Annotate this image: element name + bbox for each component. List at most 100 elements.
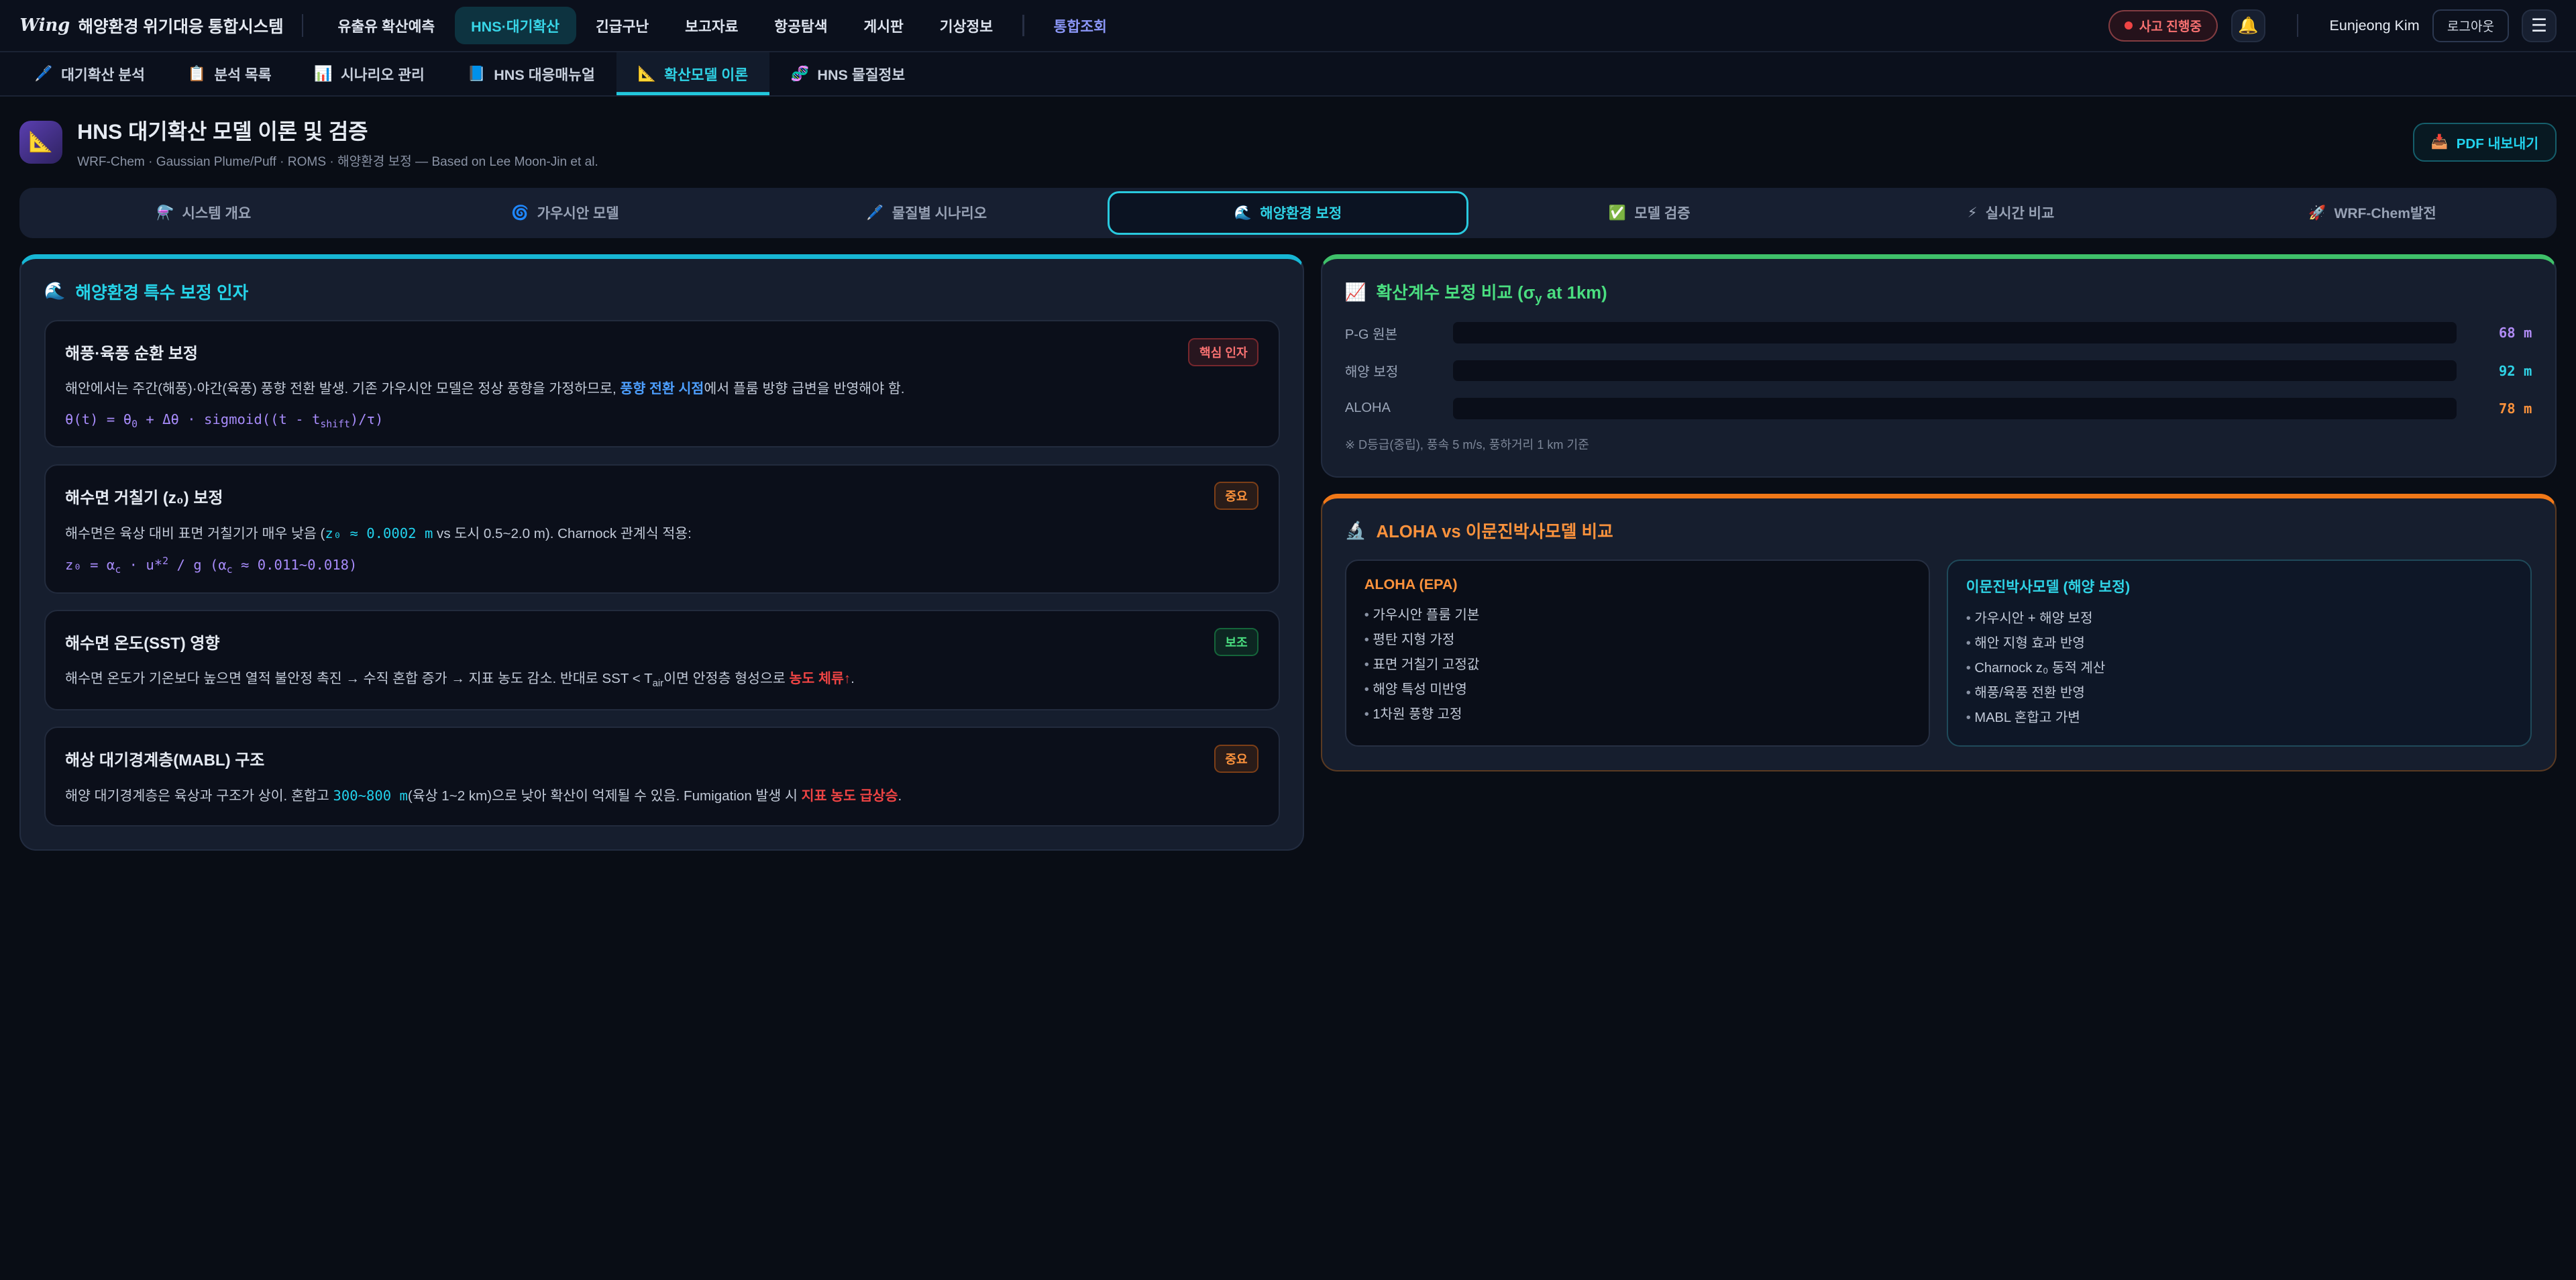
bar-value: 78 m [2498, 400, 2532, 417]
triangle-ruler-icon: 📐 [28, 131, 54, 154]
microscope-icon: 🔬 [1344, 521, 1366, 540]
chart-increasing-icon: 📈 [1344, 282, 1366, 302]
pen-icon: 🖊️ [866, 205, 884, 221]
section-tab-marine-correction[interactable]: 🌊 해양환경 보정 [1107, 191, 1469, 235]
list-item: MABL 혼합고 가변 [1966, 706, 2513, 731]
lightning-icon: ⚡ [1967, 205, 1978, 221]
tab-analysis-list[interactable]: 📋 분석 목록 [187, 65, 272, 83]
top-nav: Wing 해양환경 위기대응 통합시스템 유출유 확산예측 HNS·대기확산 긴… [0, 0, 2576, 53]
wave-icon: 🌊 [44, 282, 66, 301]
menu-button[interactable]: ☰ [2522, 9, 2557, 42]
hamburger-icon: ☰ [2530, 15, 2548, 36]
chart-footnote: ※ D등급(중립), 풍속 5 m/s, 풍하거리 1 km 기준 [1344, 438, 1589, 452]
clipboard-icon: 📋 [187, 65, 207, 83]
marine-factors-title: 🌊 해양환경 특수 보정 인자 [44, 282, 249, 303]
bar-row-marine-corrected: 해양 보정 92 m [1345, 360, 2532, 382]
bell-icon: 🔔 [2238, 17, 2259, 36]
section-tab-system-overview[interactable]: ⚗️ 시스템 개요 [156, 205, 252, 222]
bar-track [1453, 397, 2457, 419]
sub-nav: 🖊️ 대기확산 분석 📋 분석 목록 📊 시나리오 관리 📘 HNS 대응매뉴얼… [0, 52, 2576, 97]
list-item: Charnock z₀ 동적 계산 [1966, 656, 2513, 681]
app-title: 해양환경 위기대응 통합시스템 [78, 17, 284, 36]
bar-value: 92 m [2498, 362, 2532, 379]
priority-badge: 중요 [1214, 744, 1259, 773]
model-comparison-panel: 🔬 ALOHA vs 이문진박사모델 비교 ALOHA (EPA) 가우시안 플… [1320, 494, 2557, 771]
section-tab-wrf-chem[interactable]: 🚀 WRF-Chem발전 [2308, 205, 2436, 222]
status-dot-icon [2124, 21, 2133, 30]
marine-model-box: 이문진박사모델 (해양 보정) 가우시안 + 해양 보정 해안 지형 효과 반영… [1946, 559, 2532, 747]
page-title-block: HNS 대기확산 모델 이론 및 검증 WRF-Chem · Gaussian … [77, 115, 598, 169]
section-tab-gaussian-model[interactable]: 🌀 가우시안 모델 [511, 205, 619, 222]
list-item: 평탄 지형 가정 [1364, 628, 1911, 653]
nav-item-board[interactable]: 게시판 [863, 17, 904, 35]
bar-row-aloha: ALOHA 78 m [1344, 397, 2532, 419]
wave-icon: 🌊 [1234, 205, 1252, 221]
dispersion-panel-title: 📈 확산계수 보정 비교 (σy at 1km) [1344, 282, 1607, 305]
section-tab-model-validation[interactable]: ✅ 모델 검증 [1608, 205, 1690, 222]
triangle-ruler-icon: 📐 [637, 65, 656, 83]
alembic-icon: ⚗️ [156, 205, 174, 221]
bar-label: P-G 원본 [1344, 327, 1398, 342]
bar-label: ALOHA [1344, 401, 1391, 416]
bar-value: 68 m [2498, 325, 2532, 341]
nav-item-hns-dispersion[interactable]: HNS·대기확산 [454, 7, 576, 44]
priority-badge: 핵심 인자 [1188, 337, 1259, 366]
cyclone-icon: 🌀 [511, 205, 529, 221]
aloha-feature-list: 가우시안 플룸 기본 평탄 지형 가정 표면 거칠기 고정값 해양 특성 미반영… [1364, 603, 1911, 728]
nav-item-reports[interactable]: 보고자료 [685, 17, 739, 35]
bar-row-pg-original: P-G 원본 68 m [1344, 322, 2532, 344]
incident-status-badge: 사고 진행중 [2108, 9, 2218, 42]
nav-item-weather-info[interactable]: 기상정보 [939, 17, 994, 35]
pdf-export-button[interactable]: 📥 PDF 내보내기 [2413, 122, 2557, 162]
bar-chart-icon: 📊 [314, 65, 333, 83]
book-icon: 📘 [467, 65, 486, 83]
card-description: 해수면은 육상 대비 표면 거칠기가 매우 낮음 (z₀ ≈ 0.0002 m … [65, 525, 692, 541]
nav-item-aerial-search[interactable]: 항공탐색 [774, 17, 828, 35]
card-title: 해풍·육풍 순환 보정 [65, 345, 198, 364]
list-item: 가우시안 플룸 기본 [1364, 603, 1911, 628]
page-subtitle: WRF-Chem · Gaussian Plume/Puff · ROMS · … [77, 154, 598, 169]
nav-item-integrated-search[interactable]: 통합조회 [1053, 17, 1107, 35]
page-header: 📐 HNS 대기확산 모델 이론 및 검증 WRF-Chem · Gaussia… [0, 97, 2576, 184]
priority-badge: 중요 [1214, 482, 1259, 511]
header-right-cluster: 사고 진행중 🔔 Eunjeong Kim 로그아웃 ☰ [2108, 9, 2557, 42]
factor-card-sst: 해수면 온도(SST) 영향 보조 해수면 온도가 기온보다 높으면 열적 불안… [44, 610, 1280, 710]
section-tabs: ⚗️ 시스템 개요 🌀 가우시안 모델 🖊️ 물질별 시나리오 🌊 해양환경 보… [19, 187, 2557, 238]
list-item: 가우시안 + 해양 보정 [1966, 606, 2513, 631]
card-description: 해안에서는 주간(해풍)·야간(육풍) 풍향 전환 발생. 기존 가우시안 모델… [65, 381, 905, 397]
tab-atmos-analysis[interactable]: 🖊️ 대기확산 분석 [34, 65, 146, 83]
list-item: 해안 지형 효과 반영 [1966, 631, 2513, 656]
marine-factors-panel: 🌊 해양환경 특수 보정 인자 해풍·육풍 순환 보정 핵심 인자 해안에서는 … [19, 254, 1305, 851]
factor-card-surface-roughness: 해수면 거칠기 (z₀) 보정 중요 해수면은 육상 대비 표면 거칠기가 매우… [44, 464, 1280, 594]
card-formula: z₀ = αc · u*2 / g (αc ≈ 0.011~0.018) [65, 555, 358, 576]
list-item: 1차원 풍향 고정 [1364, 702, 1911, 727]
aloha-model-box: ALOHA (EPA) 가우시안 플룸 기본 평탄 지형 가정 표면 거칠기 고… [1344, 559, 1931, 747]
divider [301, 14, 304, 38]
user-name: Eunjeong Kim [2329, 17, 2420, 34]
page-title: HNS 대기확산 모델 이론 및 검증 [77, 119, 368, 144]
app-logo: Wing 해양환경 위기대응 통합시스템 [19, 14, 283, 38]
main-content: 🌊 해양환경 특수 보정 인자 해풍·육풍 순환 보정 핵심 인자 해안에서는 … [0, 254, 2576, 851]
nav-item-emergency-rescue[interactable]: 긴급구난 [595, 17, 649, 35]
section-tab-substance-scenarios[interactable]: 🖊️ 물질별 시나리오 [866, 205, 987, 222]
dna-icon: 🧬 [790, 65, 810, 83]
tab-model-theory[interactable]: 📐 확산모델 이론 [616, 52, 769, 96]
section-tab-realtime-comparison[interactable]: ⚡ 실시간 비교 [1967, 205, 2055, 222]
tab-hns-substance-info[interactable]: 🧬 HNS 물질정보 [790, 65, 906, 83]
page-icon: 📐 [19, 121, 63, 164]
main-nav: 유출유 확산예측 HNS·대기확산 긴급구난 보고자료 항공탐색 게시판 기상정… [321, 7, 1123, 44]
divider [2296, 14, 2298, 38]
tab-scenario-management[interactable]: 📊 시나리오 관리 [314, 65, 425, 83]
aloha-box-title: ALOHA (EPA) [1364, 575, 1458, 592]
bar-label: 해양 보정 [1344, 365, 1399, 380]
priority-badge: 보조 [1214, 627, 1259, 656]
nav-item-spill-forecast[interactable]: 유출유 확산예측 [337, 17, 435, 35]
logout-button[interactable]: 로그아웃 [2432, 9, 2509, 42]
notifications-button[interactable]: 🔔 [2231, 9, 2266, 42]
tab-hns-manual[interactable]: 📘 HNS 대응매뉴얼 [467, 65, 595, 83]
check-icon: ✅ [1608, 205, 1627, 221]
factor-card-mabl: 해상 대기경계층(MABL) 구조 중요 해양 대기경계층은 육상과 구조가 상… [44, 727, 1280, 826]
card-title: 해수면 온도(SST) 영향 [65, 635, 220, 653]
dispersion-coefficient-panel: 📈 확산계수 보정 비교 (σy at 1km) P-G 원본 68 m 해양 … [1320, 254, 2557, 478]
